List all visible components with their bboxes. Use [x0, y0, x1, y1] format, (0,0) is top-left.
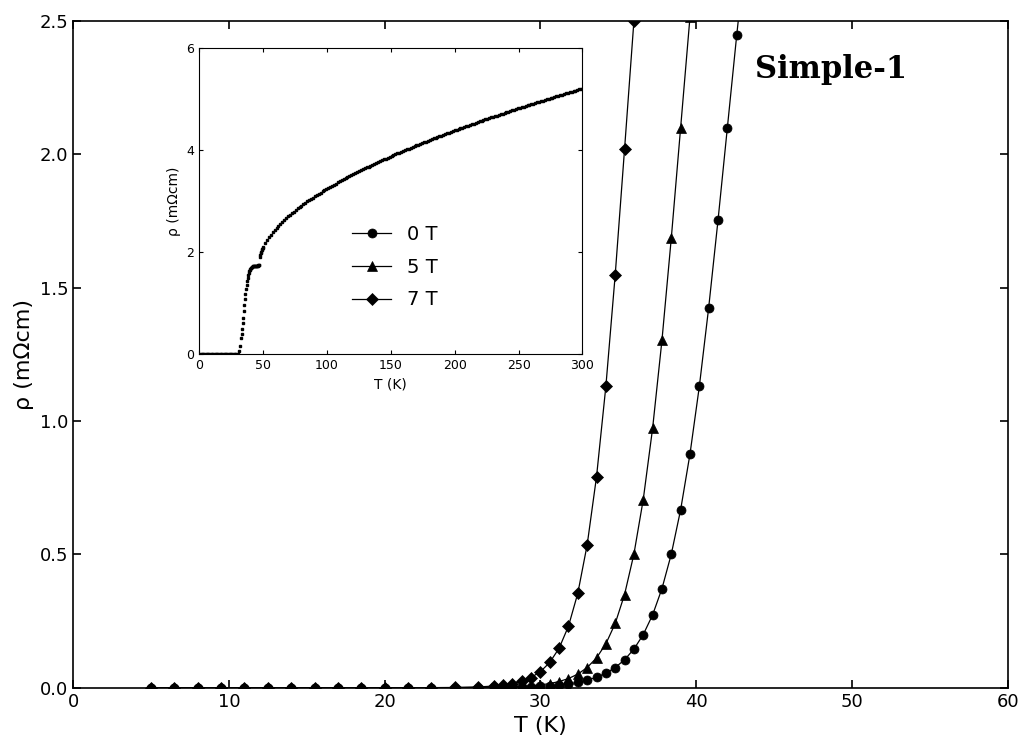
0 T [285, 683, 298, 692]
7 T [355, 683, 368, 692]
Line: 0 T: 0 T [147, 0, 1025, 692]
0 T [628, 644, 640, 653]
7 T [609, 270, 622, 279]
7 T [378, 683, 390, 692]
7 T [515, 676, 528, 686]
7 T [525, 673, 537, 682]
7 T [332, 683, 344, 692]
7 T [562, 622, 574, 631]
7 T [590, 472, 602, 482]
Line: 5 T: 5 T [147, 0, 1025, 692]
7 T [553, 644, 565, 652]
7 T [215, 683, 227, 692]
7 T [619, 145, 631, 154]
X-axis label: T (K): T (K) [514, 716, 567, 736]
7 T [571, 589, 584, 598]
7 T [543, 658, 556, 667]
Line: 7 T: 7 T [147, 0, 1025, 692]
7 T [145, 683, 157, 692]
7 T [497, 681, 509, 690]
0 T [191, 683, 204, 692]
7 T [402, 683, 414, 692]
7 T [472, 682, 484, 692]
7 T [628, 16, 640, 26]
7 T [581, 540, 593, 549]
Y-axis label: ρ (mΩcm): ρ (mΩcm) [13, 298, 34, 410]
5 T [355, 683, 368, 692]
7 T [534, 668, 546, 676]
7 T [261, 683, 274, 692]
0 T [145, 683, 157, 692]
0 T [355, 683, 368, 692]
Text: Simple-1: Simple-1 [755, 54, 907, 86]
7 T [285, 683, 298, 692]
7 T [239, 683, 251, 692]
7 T [488, 682, 500, 691]
7 T [308, 683, 320, 692]
5 T [619, 590, 631, 599]
5 T [684, 13, 696, 22]
5 T [647, 424, 659, 433]
7 T [168, 683, 181, 692]
0 T [488, 683, 500, 692]
5 T [637, 495, 650, 504]
5 T [145, 683, 157, 692]
7 T [600, 382, 613, 391]
7 T [448, 683, 461, 692]
7 T [506, 680, 519, 688]
7 T [426, 683, 438, 692]
5 T [534, 680, 546, 689]
Legend: 0 T, 5 T, 7 T: 0 T, 5 T, 7 T [345, 217, 445, 317]
7 T [191, 683, 204, 692]
